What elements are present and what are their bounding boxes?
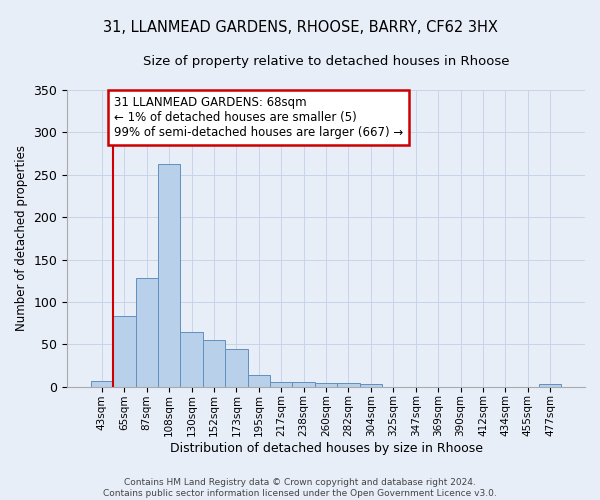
Bar [181, 332, 203, 386]
Bar [136, 278, 158, 386]
Bar [360, 384, 382, 386]
Text: 31 LLANMEAD GARDENS: 68sqm
← 1% of detached houses are smaller (5)
99% of semi-d: 31 LLANMEAD GARDENS: 68sqm ← 1% of detac… [114, 96, 403, 139]
Bar [248, 375, 270, 386]
Y-axis label: Number of detached properties: Number of detached properties [15, 146, 28, 332]
X-axis label: Distribution of detached houses by size in Rhoose: Distribution of detached houses by size … [170, 442, 482, 455]
Bar [292, 382, 315, 386]
Text: Contains HM Land Registry data © Crown copyright and database right 2024.
Contai: Contains HM Land Registry data © Crown c… [103, 478, 497, 498]
Bar [203, 340, 225, 386]
Bar [225, 348, 248, 387]
Bar [337, 384, 360, 386]
Bar [91, 380, 113, 386]
Bar [158, 164, 181, 386]
Bar [113, 316, 136, 386]
Bar [270, 382, 292, 386]
Bar [539, 384, 562, 386]
Bar [315, 384, 337, 386]
Title: Size of property relative to detached houses in Rhoose: Size of property relative to detached ho… [143, 55, 509, 68]
Text: 31, LLANMEAD GARDENS, RHOOSE, BARRY, CF62 3HX: 31, LLANMEAD GARDENS, RHOOSE, BARRY, CF6… [103, 20, 497, 35]
